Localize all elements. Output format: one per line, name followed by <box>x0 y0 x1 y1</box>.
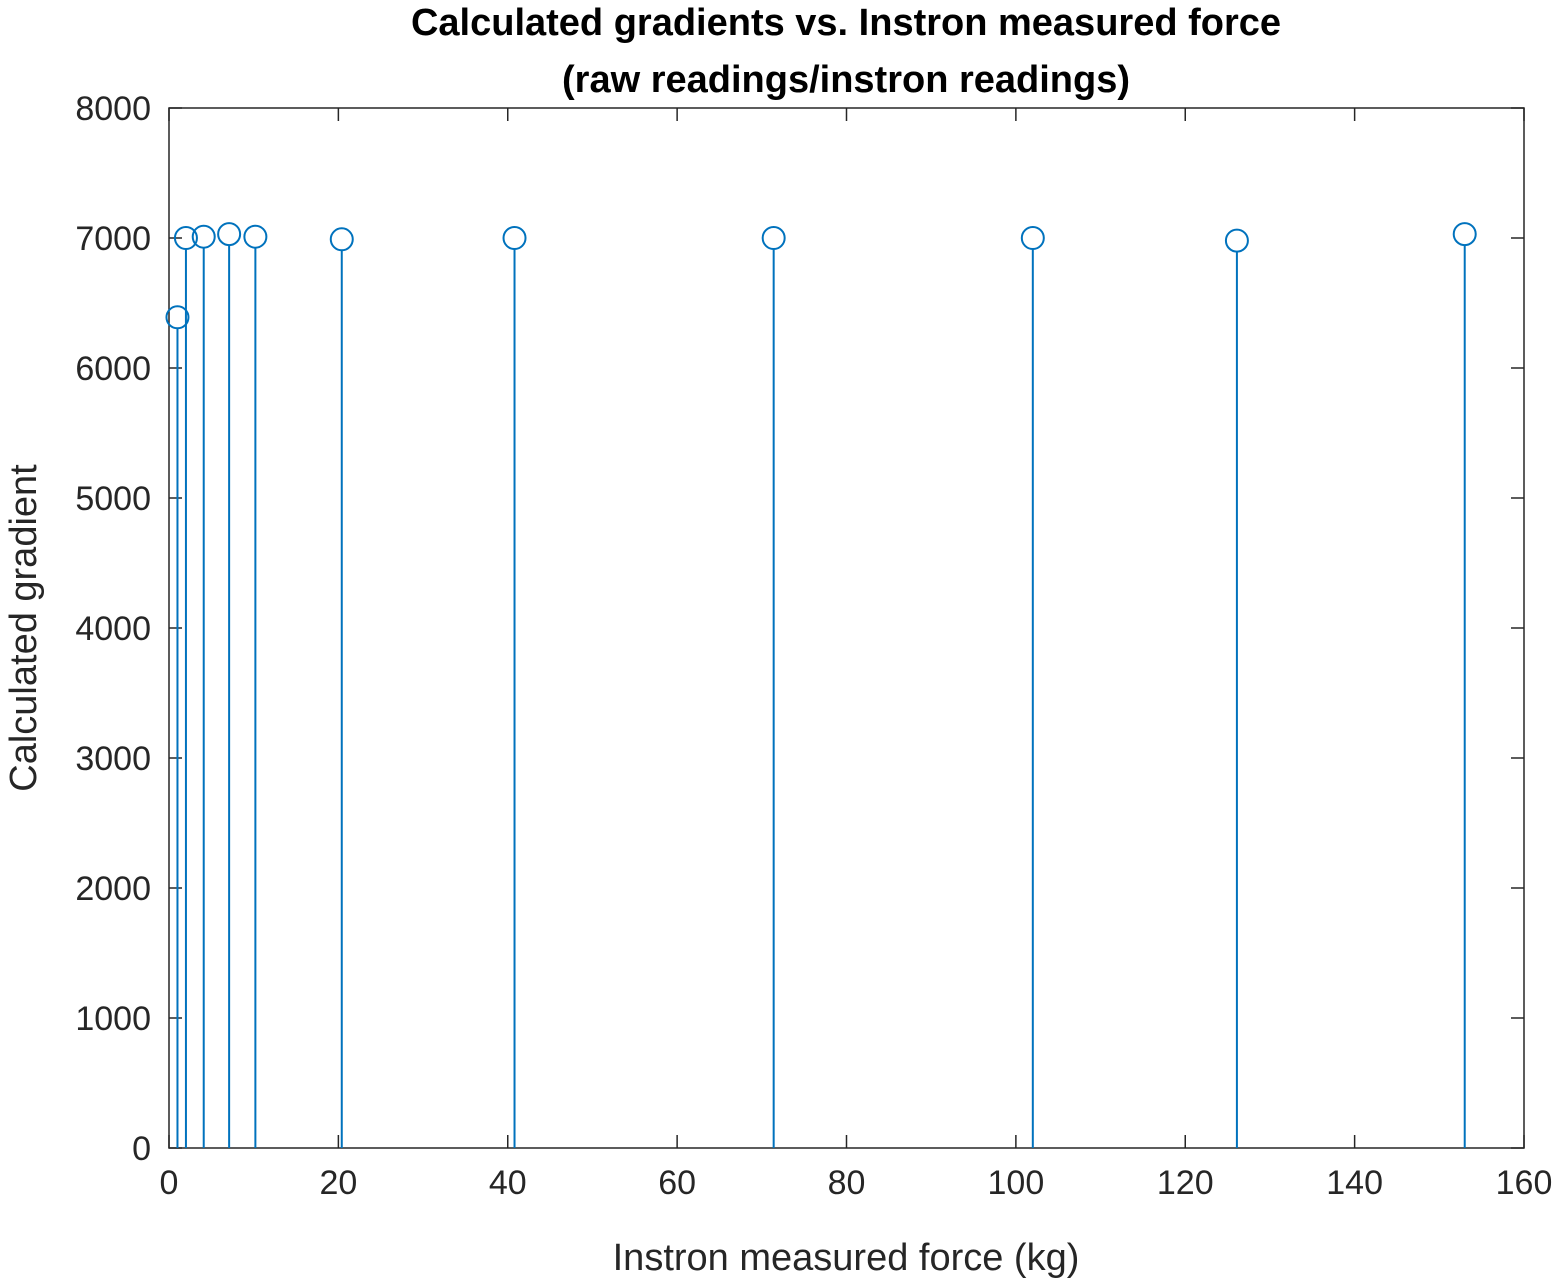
x-tick-label: 100 <box>988 1164 1045 1202</box>
y-tick-label: 2000 <box>75 870 151 908</box>
y-axis-label: Calculated gradient <box>3 464 45 792</box>
plot-area: 0 20 40 60 80 100 120 140 160 0 1000 2000 3000 4000 50… <box>75 90 1552 1202</box>
y-tick-label: 6000 <box>75 350 151 388</box>
axes-box <box>168 107 1525 1149</box>
x-tick-label: 40 <box>489 1164 527 1202</box>
x-tick-label: 120 <box>1157 1164 1214 1202</box>
y-tick-label: 4000 <box>75 610 151 648</box>
x-tick-label: 20 <box>319 1164 357 1202</box>
stem-marker <box>761 226 786 250</box>
stem-marker <box>502 226 527 250</box>
stem-marker <box>173 226 198 250</box>
x-tick-label: 80 <box>828 1164 866 1202</box>
x-tick-label: 140 <box>1326 1164 1383 1202</box>
y-tick-label: 5000 <box>75 480 151 518</box>
stem-marker <box>1020 226 1045 250</box>
stem-marker <box>191 224 216 249</box>
y-tick-label: 7000 <box>75 220 151 258</box>
y-tick-label: 3000 <box>75 740 151 778</box>
stem-marker <box>1224 228 1249 253</box>
stem-marker <box>217 222 242 247</box>
y-tick-label: 1000 <box>75 1000 151 1038</box>
stem-marker <box>243 224 268 249</box>
stem-marker <box>329 227 354 252</box>
x-tick-label: 160 <box>1496 1164 1553 1202</box>
y-tick-label: 8000 <box>75 90 151 128</box>
chart-title: Calculated gradients vs. Instron measure… <box>411 2 1281 44</box>
stem-marker <box>165 305 190 330</box>
y-tick-label: 0 <box>132 1130 151 1168</box>
x-tick-label: 60 <box>658 1164 696 1202</box>
x-tick-label: 0 <box>160 1164 179 1202</box>
x-axis-label: Instron measured force (kg) <box>613 1237 1080 1279</box>
chart-subtitle: (raw readings/instron readings) <box>562 59 1130 101</box>
stem-marker <box>1452 222 1477 247</box>
